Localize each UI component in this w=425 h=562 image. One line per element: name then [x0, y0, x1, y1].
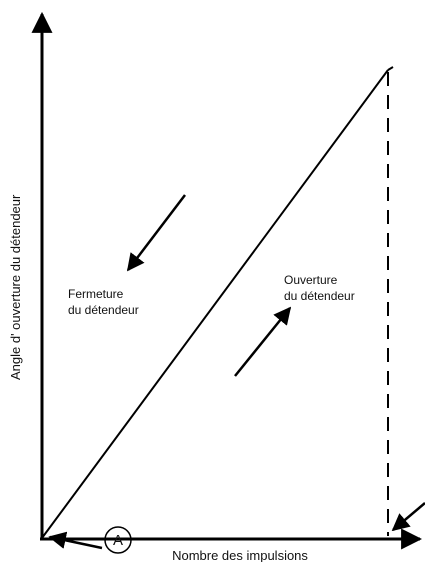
y-axis-label: Angle d' ouverture du détendeur [8, 194, 23, 380]
marker-arrow [48, 531, 103, 550]
ramp-tip [387, 66, 394, 71]
corner-arrow [391, 502, 425, 532]
ramp-line [41, 69, 389, 539]
closing-label: Fermeture [68, 287, 124, 301]
opening-label: Ouverture [284, 273, 338, 287]
opening-arrow [234, 306, 292, 377]
closing-label: du détendeur [68, 303, 139, 317]
x-axis-label: Nombre des impulsions [172, 548, 308, 562]
opening-label: du détendeur [284, 289, 355, 303]
closing-arrow [126, 194, 186, 272]
marker-circle [104, 526, 132, 554]
marker-label: A [113, 532, 123, 549]
